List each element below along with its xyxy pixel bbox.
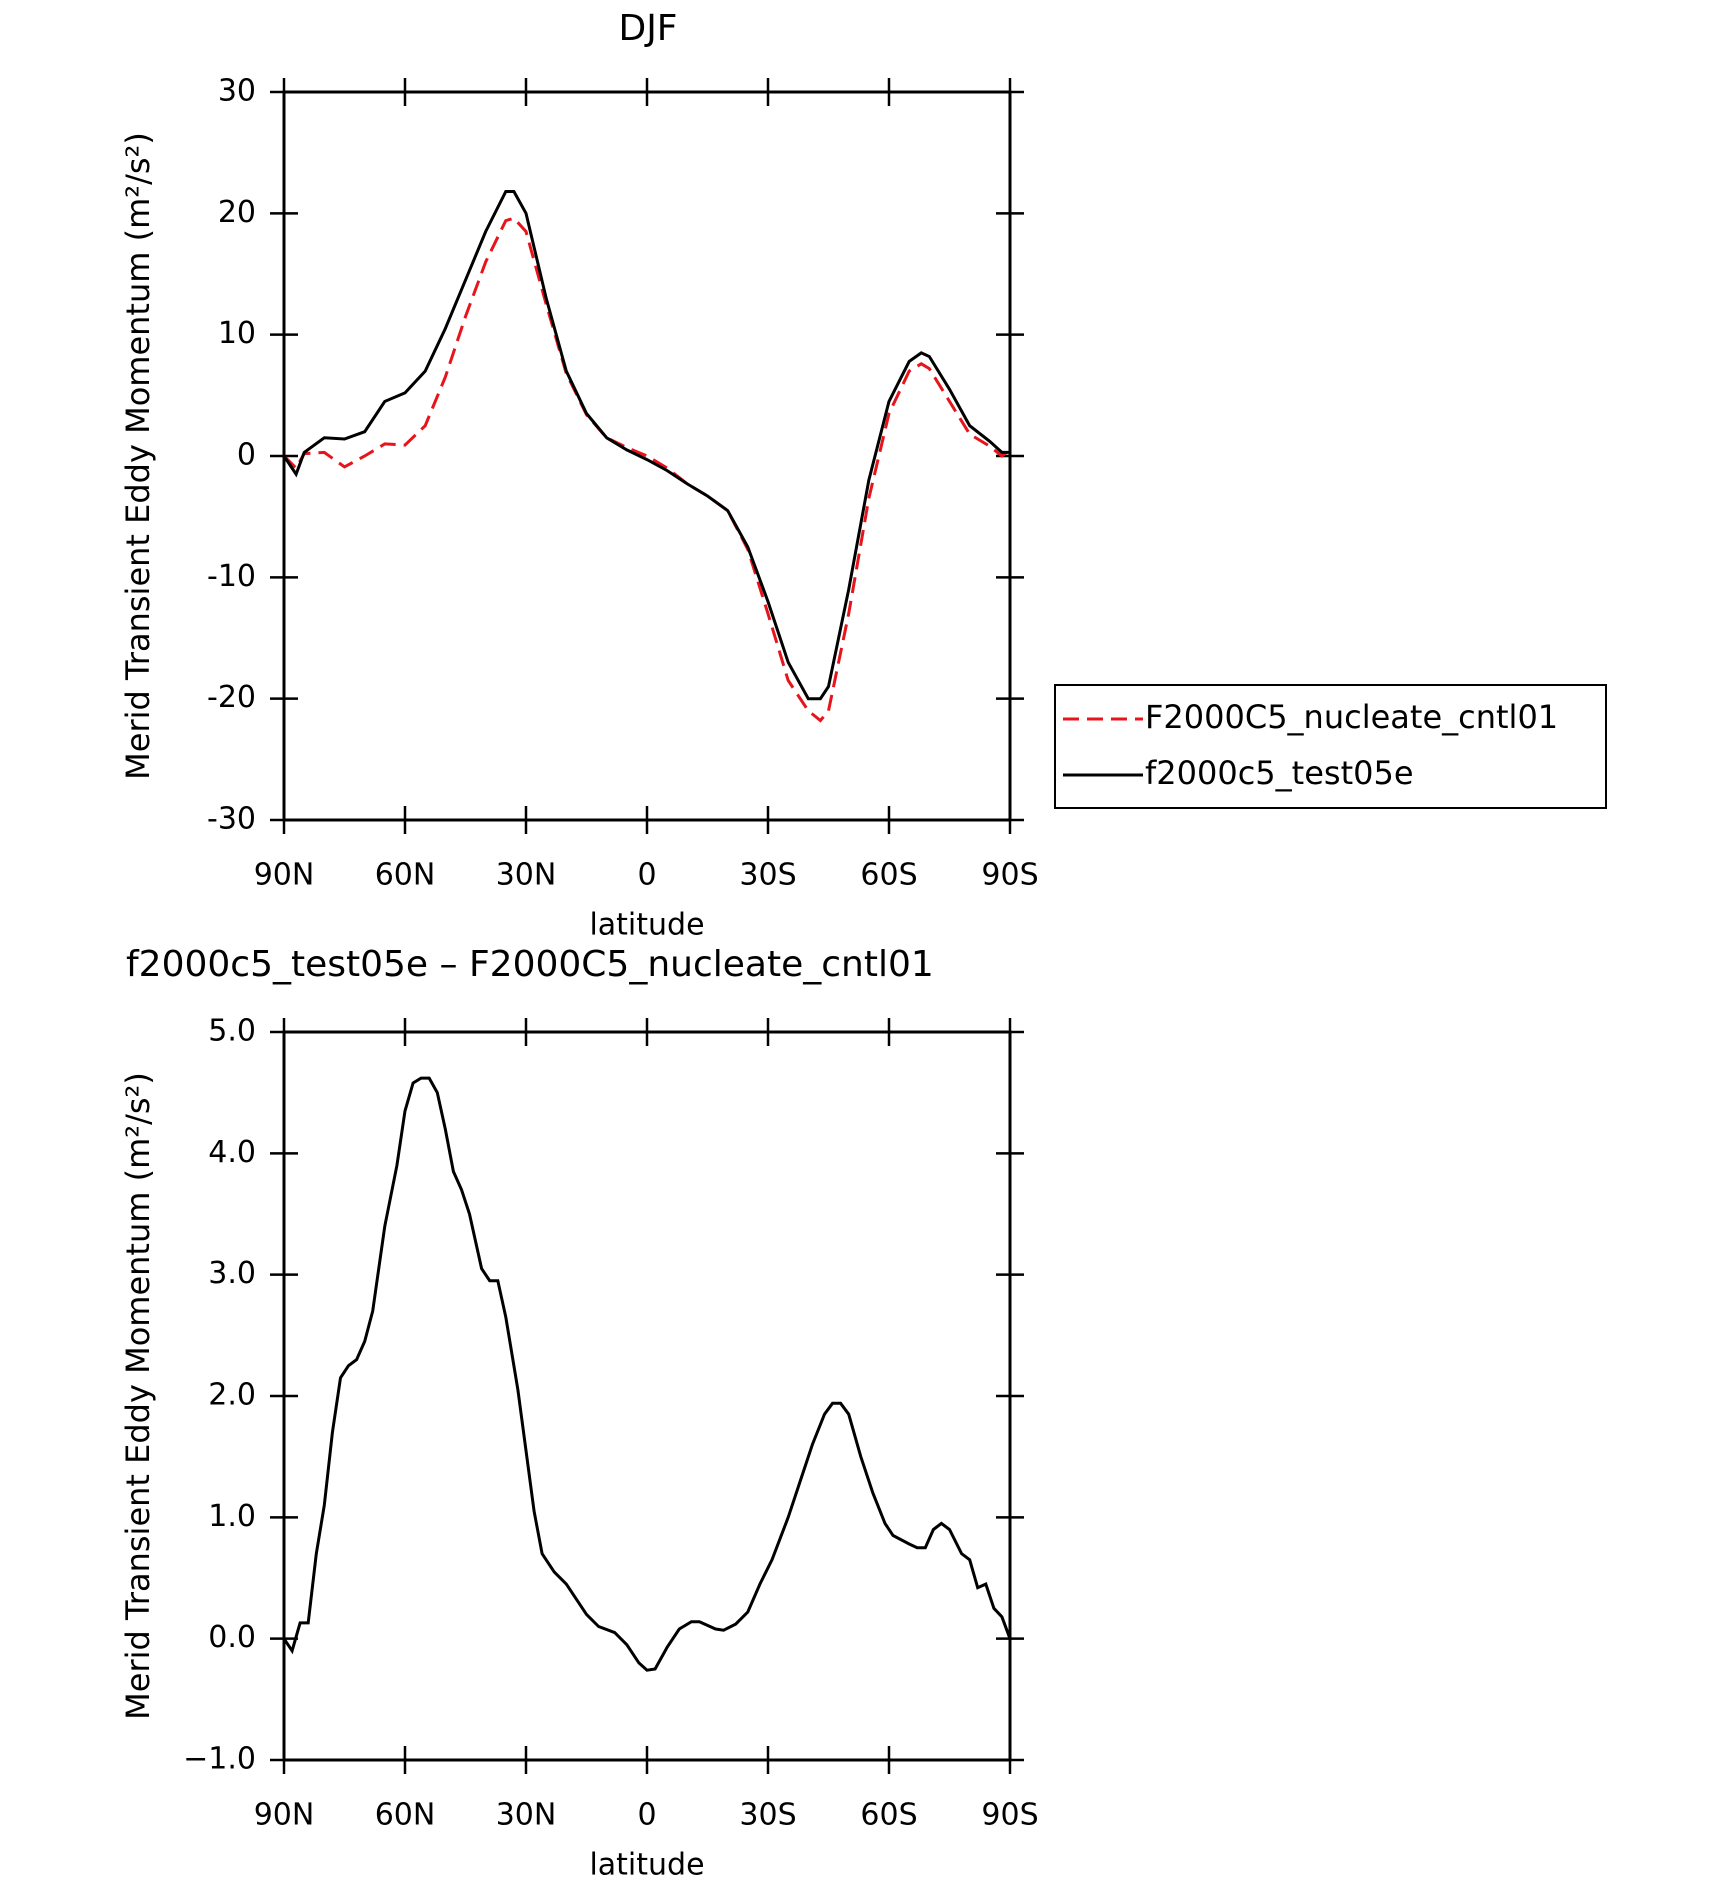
x-tick-label: 0 bbox=[637, 1798, 656, 1833]
series-line bbox=[282, 1076, 1012, 1672]
chart-title: DJF bbox=[618, 8, 677, 49]
y-tick-label: 20 bbox=[218, 195, 256, 230]
y-tick-label: 5.0 bbox=[208, 1014, 256, 1049]
y-tick-label: −1.0 bbox=[183, 1742, 256, 1777]
x-tick-label: 90N bbox=[254, 858, 315, 893]
y-tick-label: 3.0 bbox=[208, 1256, 256, 1291]
y-tick-label: 4.0 bbox=[208, 1135, 256, 1170]
y-tick-label: -10 bbox=[207, 559, 256, 594]
x-tick-label: 90N bbox=[254, 1798, 315, 1833]
y-tick-label: 2.0 bbox=[208, 1378, 256, 1413]
chart-title: f2000c5_test05e – F2000C5_nucleate_cntl0… bbox=[126, 944, 934, 985]
x-tick-label: 60N bbox=[375, 1798, 436, 1833]
x-tick-label: 30S bbox=[739, 1798, 796, 1833]
plot-frame bbox=[282, 1030, 1012, 1762]
x-tick-label: 30N bbox=[496, 1798, 557, 1833]
legend-label: F2000C5_nucleate_cntl01 bbox=[1145, 698, 1558, 736]
y-tick-label: -20 bbox=[207, 680, 256, 715]
x-tick-label: 60N bbox=[375, 858, 436, 893]
y-axis-label: Merid Transient Eddy Momentum (m²/s²) bbox=[119, 1072, 157, 1720]
x-axis-label: latitude bbox=[589, 908, 704, 943]
x-tick-label: 60S bbox=[860, 858, 917, 893]
x-tick-label: 60S bbox=[860, 1798, 917, 1833]
y-tick-label: 0 bbox=[237, 438, 256, 473]
x-tick-label: 0 bbox=[637, 858, 656, 893]
series-line bbox=[282, 190, 1010, 701]
legend-box bbox=[1054, 684, 1607, 809]
y-tick-label: 30 bbox=[218, 74, 256, 109]
x-tick-label: 30S bbox=[739, 858, 796, 893]
x-tick-label: 90S bbox=[981, 858, 1038, 893]
y-tick-label: 1.0 bbox=[208, 1499, 256, 1534]
x-tick-label: 90S bbox=[981, 1798, 1038, 1833]
y-tick-label: 10 bbox=[218, 316, 256, 351]
y-tick-label: -30 bbox=[207, 802, 256, 837]
series-line bbox=[282, 216, 1011, 723]
x-tick-label: 30N bbox=[496, 858, 557, 893]
y-tick-label: 0.0 bbox=[208, 1620, 256, 1655]
y-axis-label: Merid Transient Eddy Momentum (m²/s²) bbox=[119, 132, 157, 780]
legend-label: f2000c5_test05e bbox=[1145, 754, 1414, 792]
plot-frame bbox=[282, 90, 1012, 822]
x-axis-label: latitude bbox=[589, 1848, 704, 1877]
